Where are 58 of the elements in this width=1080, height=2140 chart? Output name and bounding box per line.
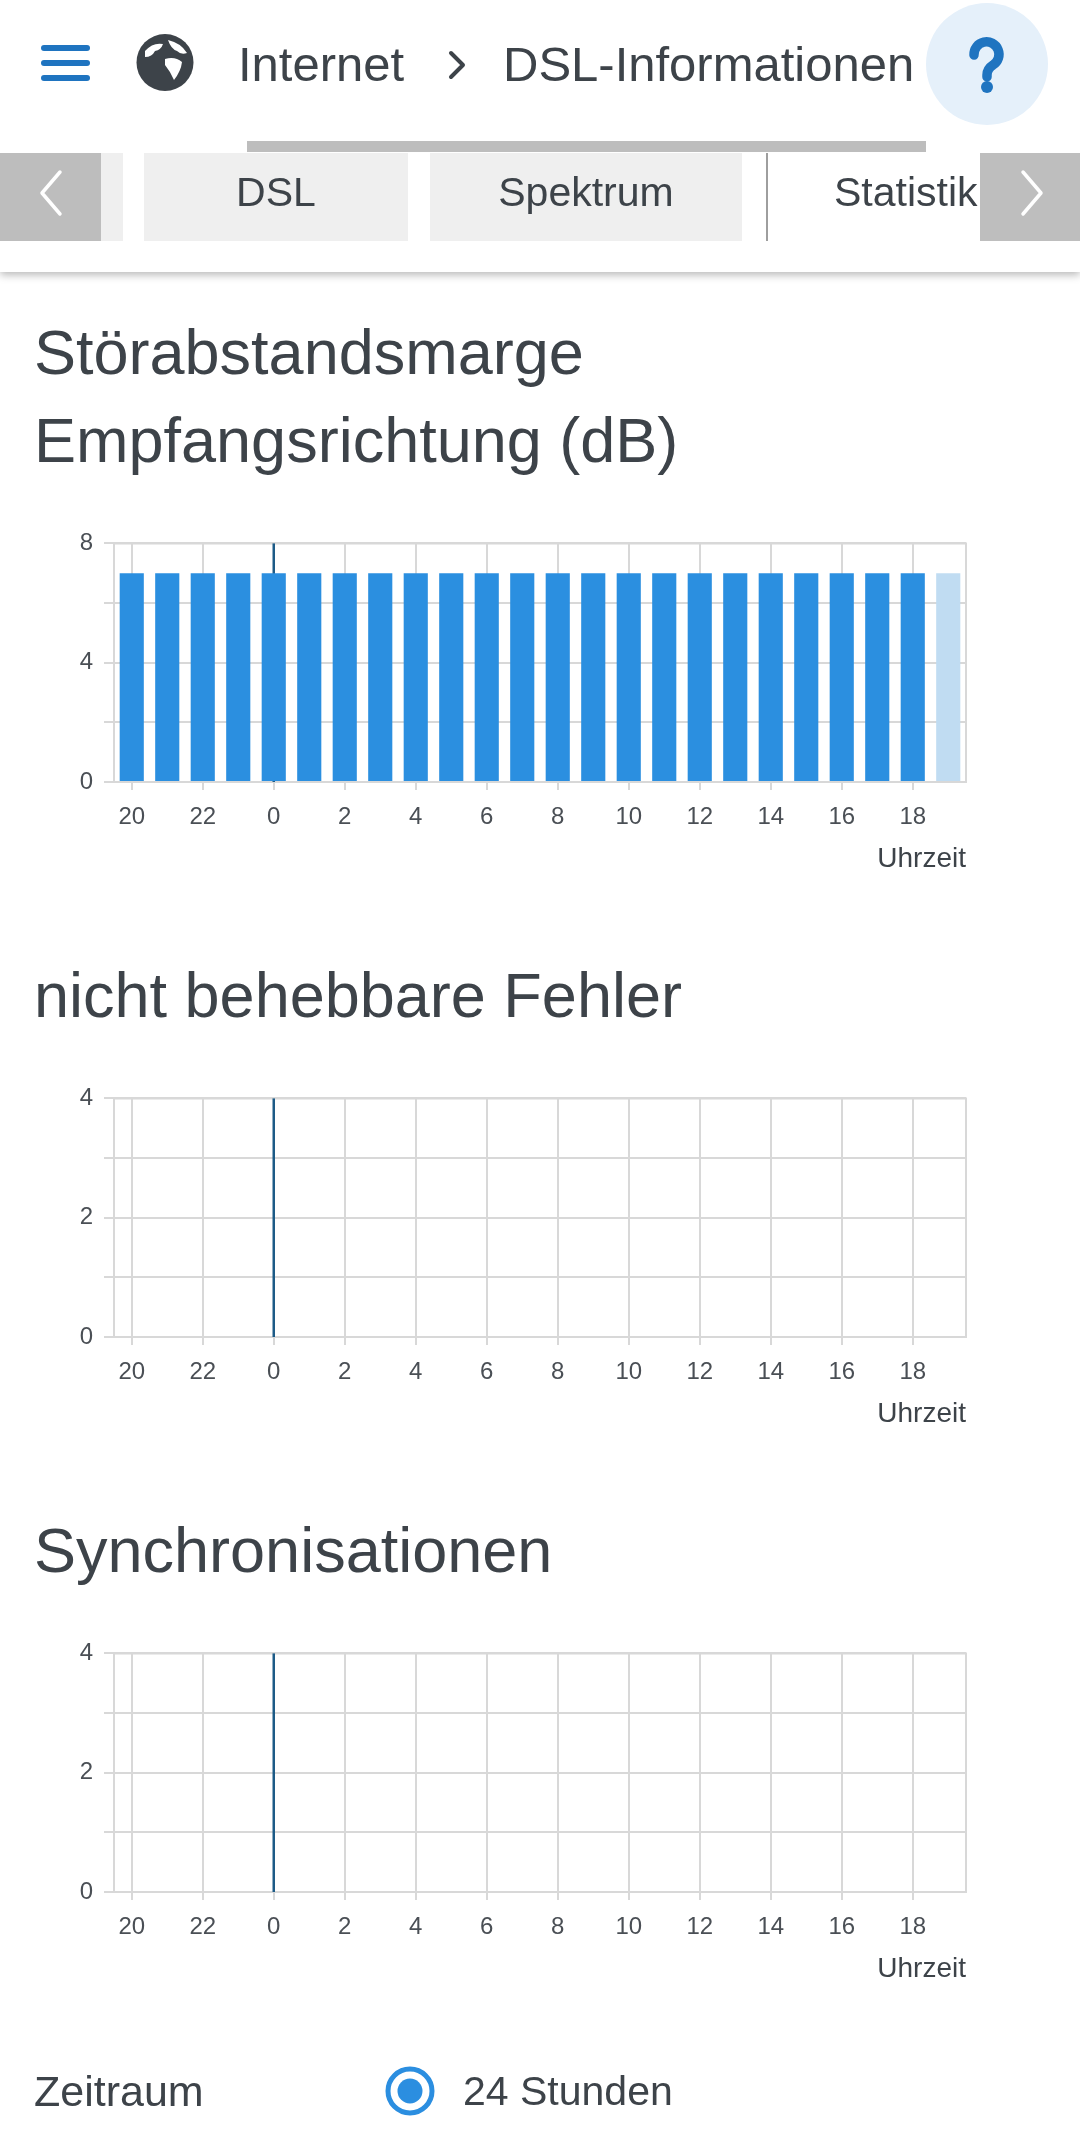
y-tick-label: 2 bbox=[79, 1757, 93, 1785]
y-tick-label: 4 bbox=[79, 1083, 93, 1111]
chart-title: nicht behebbare Fehler bbox=[34, 959, 683, 1032]
x-tick-label: 14 bbox=[757, 1357, 785, 1385]
text: 24 Stunden bbox=[463, 2067, 673, 2116]
y-tick-label: 8 bbox=[79, 528, 93, 556]
x-tick-label: 0 bbox=[267, 1357, 281, 1385]
x-tick-label: 20 bbox=[118, 1912, 146, 1940]
x-tick-label: 6 bbox=[480, 802, 494, 830]
x-axis-title: Uhrzeit bbox=[877, 1951, 967, 1983]
text: Statistik bbox=[834, 168, 978, 217]
x-tick-label: 8 bbox=[551, 1912, 565, 1940]
x-tick-label: 2 bbox=[338, 1912, 352, 1940]
x-tick-label: 22 bbox=[189, 802, 217, 830]
x-tick-label: 0 bbox=[267, 1912, 281, 1940]
x-tick-label: 12 bbox=[686, 802, 714, 830]
x-tick-label: 18 bbox=[899, 1912, 927, 1940]
y-tick-label: 0 bbox=[79, 1321, 93, 1349]
text: Spektrum bbox=[498, 168, 674, 217]
x-tick-label: 4 bbox=[409, 802, 423, 830]
x-tick-label: 18 bbox=[899, 1357, 927, 1385]
x-tick-label: 8 bbox=[551, 802, 565, 830]
x-tick-label: 8 bbox=[551, 1357, 565, 1385]
x-tick-label: 20 bbox=[118, 802, 146, 830]
x-tick-label: 16 bbox=[828, 1912, 856, 1940]
text: Internet bbox=[238, 36, 405, 93]
x-tick-label: 10 bbox=[615, 802, 643, 830]
y-tick-label: 0 bbox=[79, 1876, 93, 1904]
x-tick-label: 2 bbox=[338, 1357, 352, 1385]
x-tick-label: 10 bbox=[615, 1912, 643, 1940]
x-tick-label: 2 bbox=[338, 802, 352, 830]
x-tick-label: 6 bbox=[480, 1912, 494, 1940]
x-tick-label: 18 bbox=[899, 802, 927, 830]
x-tick-label: 10 bbox=[615, 1357, 643, 1385]
text: DSL bbox=[236, 168, 316, 217]
x-tick-label: 4 bbox=[409, 1912, 423, 1940]
x-tick-label: 12 bbox=[686, 1357, 714, 1385]
x-tick-label: 4 bbox=[409, 1357, 423, 1385]
text: Zeitraum bbox=[34, 2066, 204, 2117]
x-axis-title: Uhrzeit bbox=[877, 841, 967, 873]
x-tick-label: 14 bbox=[757, 802, 785, 830]
x-tick-label: 22 bbox=[189, 1357, 217, 1385]
x-tick-label: 0 bbox=[267, 802, 281, 830]
chart-title: Synchronisationen bbox=[34, 1514, 554, 1587]
y-tick-label: 4 bbox=[79, 647, 93, 675]
x-tick-label: 16 bbox=[828, 1357, 856, 1385]
x-tick-label: 14 bbox=[757, 1912, 785, 1940]
y-tick-label: 0 bbox=[79, 766, 93, 794]
x-tick-label: 12 bbox=[686, 1912, 714, 1940]
x-tick-label: 6 bbox=[480, 1357, 494, 1385]
x-tick-label: 22 bbox=[189, 1912, 217, 1940]
x-axis-title: Uhrzeit bbox=[877, 1396, 967, 1428]
text: DSL-Informationen bbox=[503, 36, 915, 93]
x-tick-label: 16 bbox=[828, 802, 856, 830]
y-tick-label: 2 bbox=[79, 1202, 93, 1230]
chart-title: Störabstandsmarge Empfangsrichtung (dB) bbox=[34, 316, 680, 477]
x-tick-label: 20 bbox=[118, 1357, 146, 1385]
y-tick-label: 4 bbox=[79, 1638, 93, 1666]
